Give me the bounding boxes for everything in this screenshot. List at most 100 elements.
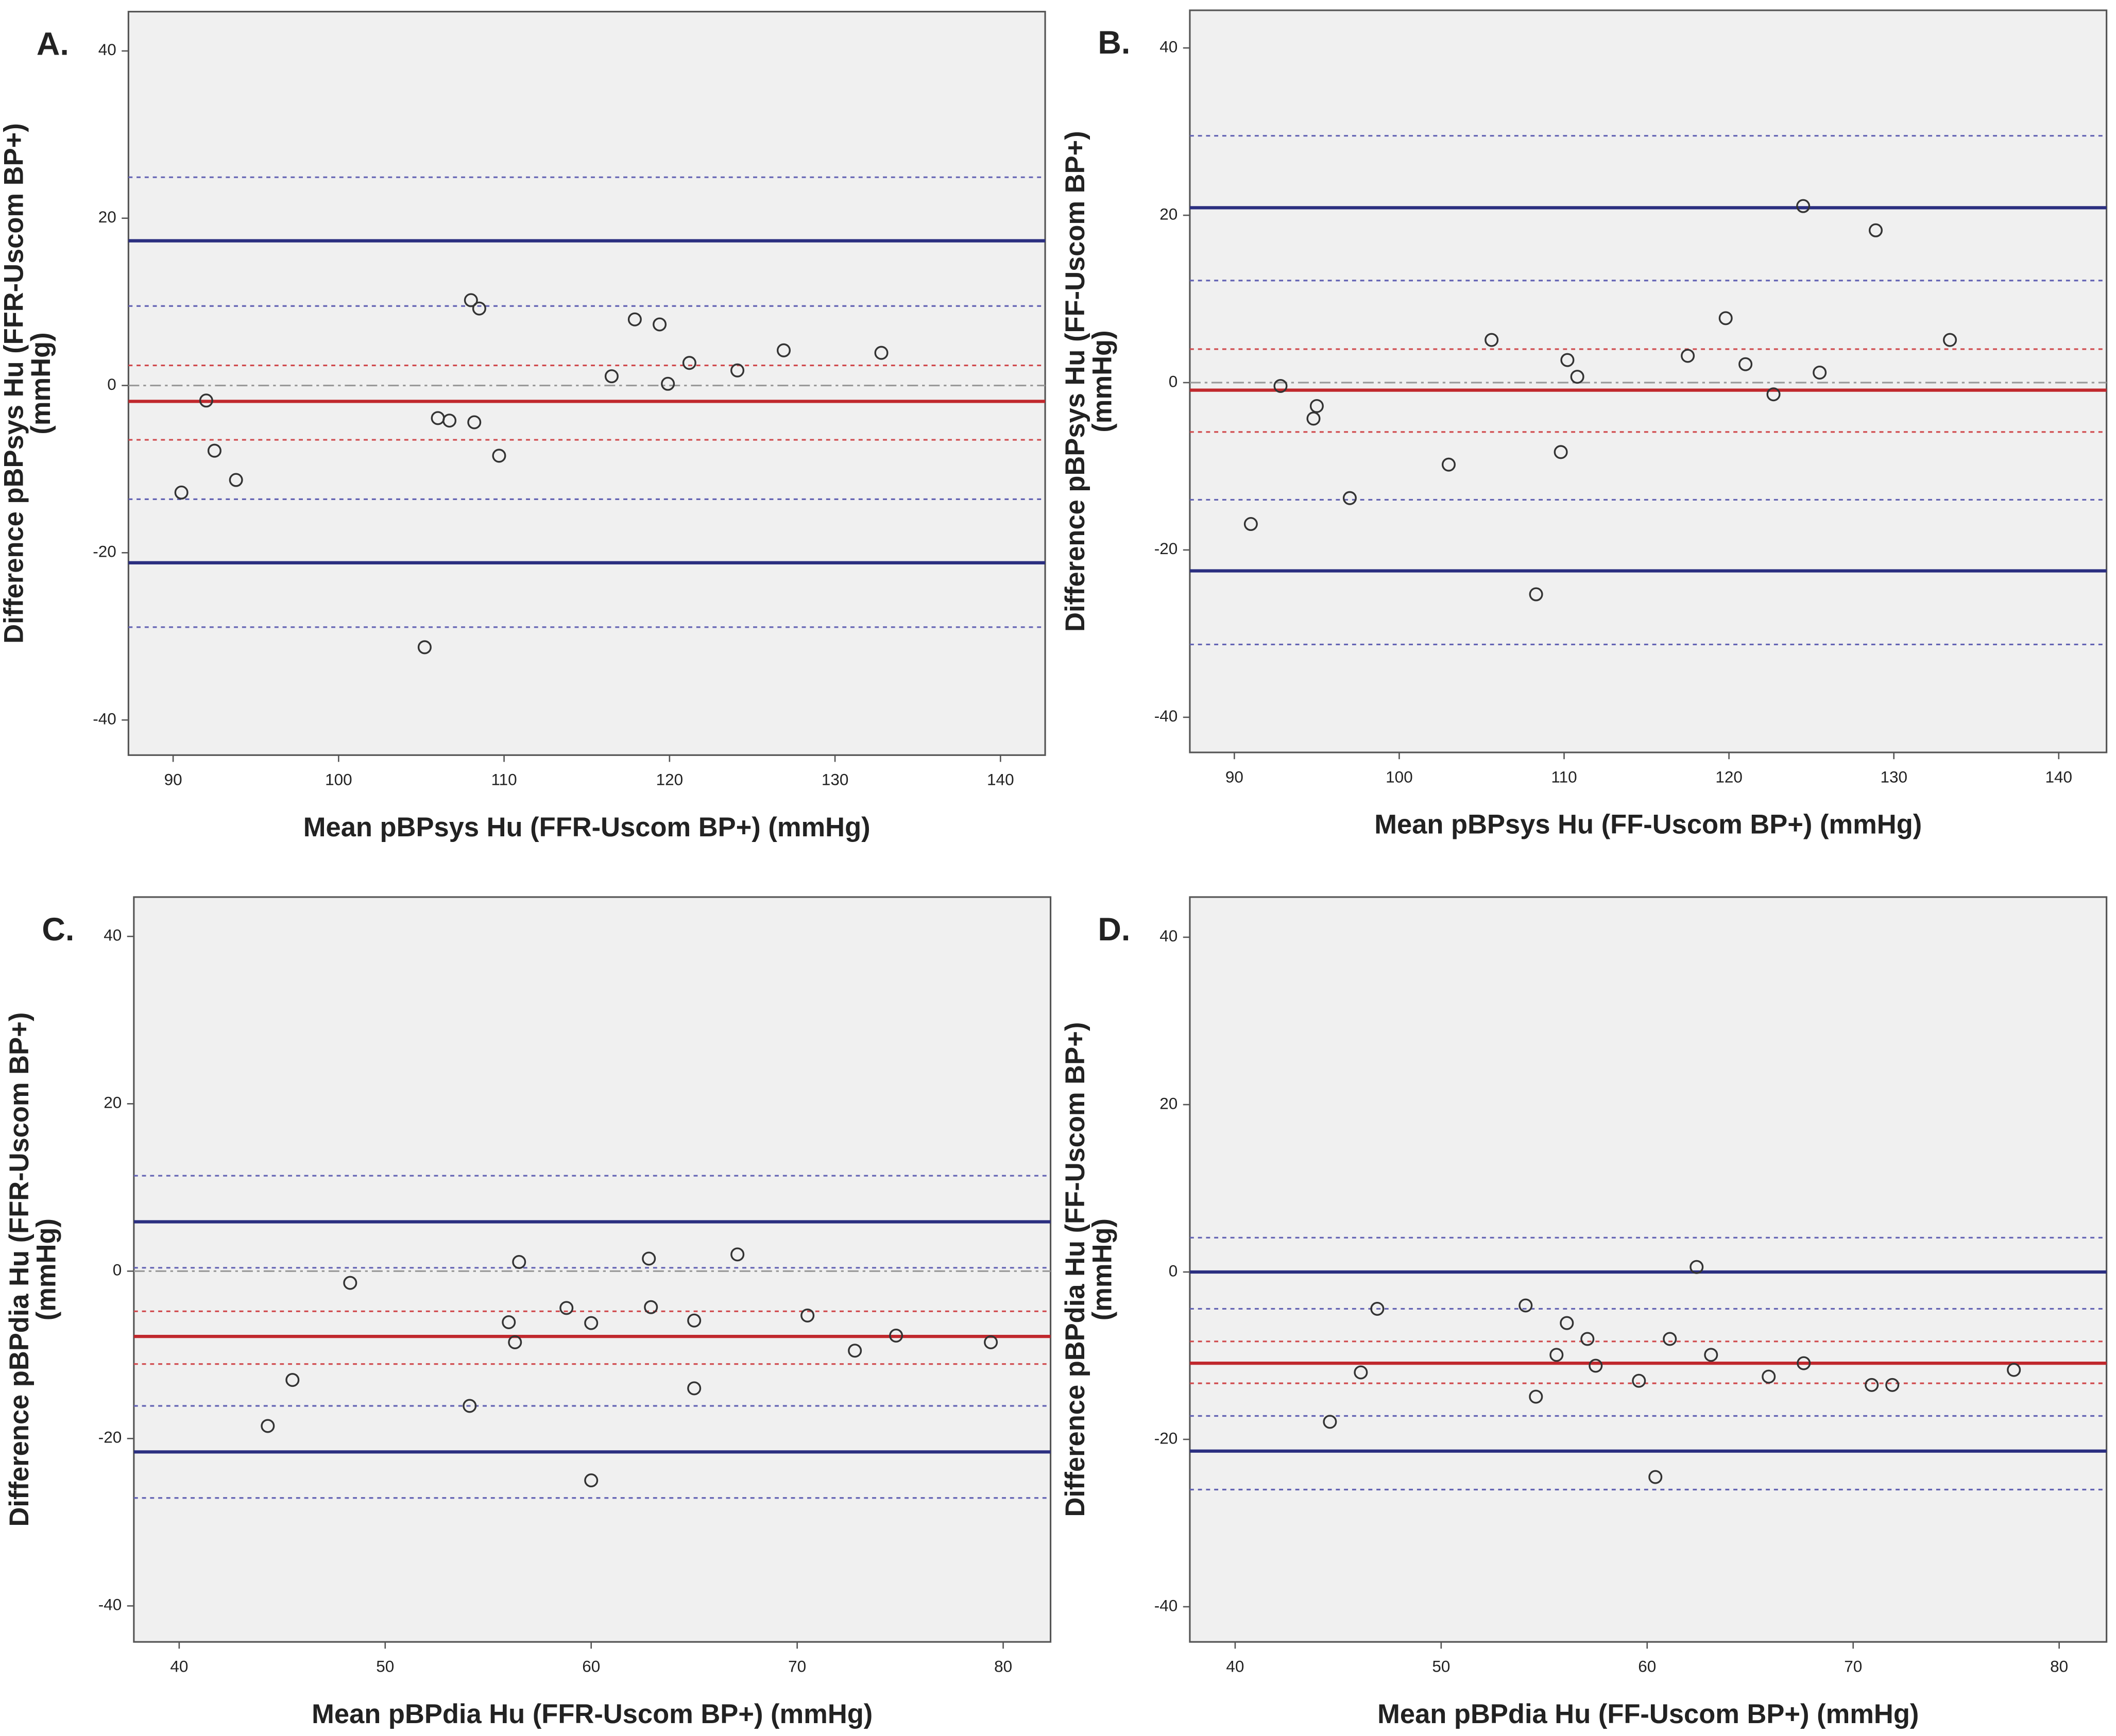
point: [1738, 357, 1753, 371]
point: [874, 346, 889, 360]
x-tick-label: 40: [1226, 1657, 1244, 1675]
point: [1885, 1378, 1900, 1392]
point: [1243, 517, 1258, 531]
y-axis-label: (mmHg): [31, 1218, 62, 1320]
plot-area: [1189, 896, 2108, 1643]
y-tick-label: 20: [1159, 1094, 1178, 1112]
y-tick-label: 20: [98, 208, 116, 226]
y-tick-label: -40: [1154, 1596, 1178, 1614]
panel: -40 -20 0 20 40 90 100 110 120 130 140 Mean pBPsys …: [1060, 9, 2108, 840]
point: [584, 1316, 599, 1330]
x-axis-label: Mean pBPsys Hu (FF-Uscom BP+) (mmHg): [1374, 810, 1922, 840]
y-tick-label: -40: [98, 1595, 122, 1614]
point: [1441, 457, 1456, 472]
panel-label: B.: [1098, 25, 1130, 61]
y-tick-label: -20: [1154, 1429, 1178, 1447]
point: [442, 414, 457, 428]
point: [1354, 1365, 1368, 1380]
plot-area: [133, 896, 1052, 1643]
point: [229, 473, 243, 487]
point: [472, 301, 486, 316]
y-tick-label: -20: [1154, 539, 1178, 558]
x-tick-label: 70: [1844, 1657, 1862, 1675]
point: [1589, 1359, 1603, 1373]
x-tick-label: 120: [656, 770, 684, 789]
y-axis-label: (mmHg): [26, 332, 56, 434]
x-tick-label: 90: [164, 770, 182, 789]
point: [1560, 353, 1575, 367]
point: [1766, 387, 1781, 402]
y-axis-label: Difference pBPdia Hu (FF-Uscom BP+): [1060, 1022, 1090, 1517]
x-tick-label: 60: [582, 1657, 600, 1675]
y-axis-label: (mmHg): [1087, 1218, 1118, 1320]
y-axis-label: Difference pBPsys Hu (FF-Uscom BP+): [1060, 131, 1090, 632]
point: [174, 485, 189, 500]
point: [848, 1344, 862, 1358]
point: [512, 1254, 526, 1269]
point: [687, 1313, 702, 1328]
point: [467, 415, 482, 429]
point: [1762, 1369, 1776, 1384]
y-tick-label: -20: [98, 1428, 122, 1447]
point: [1529, 587, 1543, 601]
x-tick-label: 100: [325, 770, 352, 789]
point: [1370, 1301, 1385, 1316]
point: [207, 443, 221, 458]
point: [285, 1373, 300, 1387]
y-axis-label: (mmHg): [1087, 330, 1118, 432]
y-axis-label: Difference pBPdia Hu (FFR-Uscom BP+): [4, 1012, 35, 1527]
point: [1570, 370, 1584, 384]
point: [1813, 365, 1827, 380]
y-tick-label: -20: [93, 542, 116, 561]
y-tick-label: -40: [93, 709, 116, 728]
x-tick-label: 110: [491, 770, 517, 789]
x-tick-label: 70: [788, 1657, 806, 1675]
point: [343, 1276, 357, 1290]
x-tick-label: 130: [822, 770, 849, 789]
x-tick-label: 90: [1225, 767, 1243, 786]
x-tick-label: 50: [1432, 1657, 1450, 1675]
panel: -40 -20 0 20 40 90 100 110 120 130 140 Mean pBPsys …: [0, 11, 1046, 843]
y-tick-label: 40: [98, 40, 116, 59]
x-tick-label: 100: [1386, 767, 1413, 786]
point: [644, 1300, 658, 1314]
panel: -40 -20 0 20 40 40 50 60 70 80 Mean pBPdia Hu (FF-…: [1060, 896, 2108, 1729]
y-tick-label: 0: [1169, 1261, 1178, 1280]
x-axis-label: Mean pBPdia Hu (FF-Uscom BP+) (mmHg): [1377, 1699, 1919, 1729]
y-tick-label: 0: [113, 1261, 122, 1279]
y-tick-label: 0: [1169, 372, 1178, 390]
x-tick-label: 140: [987, 770, 1014, 789]
point: [730, 363, 745, 377]
point: [508, 1335, 522, 1350]
plot-area: [1189, 9, 2108, 753]
point: [1796, 199, 1811, 213]
point: [2007, 1363, 2021, 1377]
x-tick-label: 130: [1880, 767, 1907, 786]
point: [559, 1301, 574, 1315]
point: [1797, 1356, 1811, 1370]
point: [1484, 333, 1499, 347]
point: [984, 1335, 998, 1350]
x-tick-label: 40: [170, 1657, 188, 1675]
plot-area: [127, 11, 1046, 756]
panel-label: C.: [42, 912, 74, 948]
x-axis-label: Mean pBPdia Hu (FFR-Uscom BP+) (mmHg): [312, 1699, 873, 1729]
point: [1865, 1378, 1879, 1392]
point: [1309, 399, 1324, 413]
point: [627, 312, 642, 326]
y-tick-label: -40: [1154, 707, 1178, 725]
x-axis-label: Mean pBPsys Hu (FFR-Uscom BP+) (mmHg): [303, 812, 871, 843]
point: [1529, 1389, 1543, 1404]
point: [800, 1308, 815, 1322]
y-tick-label: 40: [1159, 37, 1178, 56]
point: [463, 1399, 477, 1413]
point: [1718, 311, 1733, 325]
y-tick-label: 40: [1159, 926, 1178, 945]
x-tick-label: 140: [2045, 767, 2073, 786]
y-axis-label: Difference pBPsys Hu (FFR-Uscom BP+): [0, 123, 29, 644]
point: [776, 343, 791, 357]
point: [1704, 1348, 1718, 1362]
point: [1648, 1470, 1663, 1484]
point: [1342, 491, 1357, 505]
